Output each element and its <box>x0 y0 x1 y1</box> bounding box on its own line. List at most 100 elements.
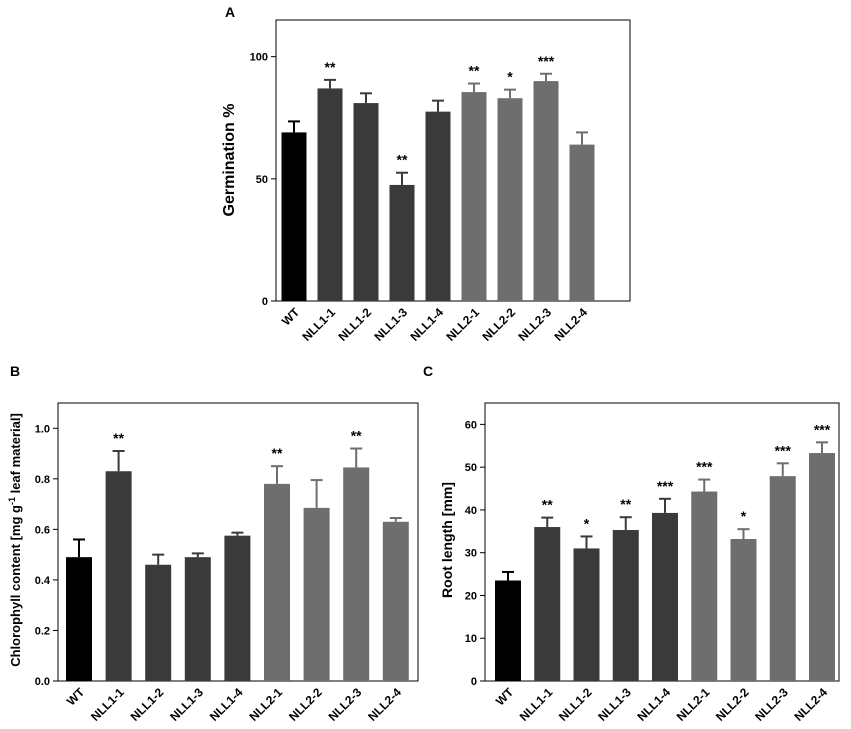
panel-a-bar-nll1-4 <box>425 111 451 301</box>
panel-c-ytick-label: 50 <box>465 462 477 474</box>
panel-a-ytick-label: 50 <box>256 174 268 186</box>
panel-b-significance-label: ** <box>113 430 124 446</box>
panel-a-plot-frame <box>275 19 631 302</box>
panel-c-category-label: NLL1-4 <box>634 685 673 724</box>
panel-a-bar-nll1-1 <box>317 88 343 301</box>
panel-b-ytick-label: 0.8 <box>35 474 50 486</box>
panel-c-bar-nll2-1 <box>691 491 718 681</box>
panel-b-category-label: NLL1-1 <box>88 685 127 724</box>
panel-a-significance-label: ** <box>325 59 336 75</box>
panel-b-bar-nll1-2 <box>145 564 172 681</box>
panel-b-category-label: NLL2-3 <box>326 685 365 724</box>
panel-a-ytick-label: 0 <box>262 296 268 308</box>
panel-c-significance-label: * <box>741 508 747 524</box>
panel-b-ytick-label: 0.2 <box>35 625 50 637</box>
panel-a-category-label: NLL1-1 <box>299 305 338 344</box>
panel-b-bar-nll2-1 <box>264 483 290 681</box>
panel-a-bar-nll2-3 <box>533 81 559 301</box>
panel-c-significance-label: *** <box>657 478 674 494</box>
panel-b-bar-nll1-1 <box>105 471 132 681</box>
panel-c-y-ticks: 0 10 20 30 40 50 60 <box>465 419 485 688</box>
panel-c-category-label: WT <box>493 685 517 709</box>
panel-a-significance-label: ** <box>397 152 408 168</box>
panel-b-bar-wt <box>66 557 92 681</box>
panel-c-category-label: NLL2-3 <box>752 685 791 724</box>
panel-c-bar-nll2-2 <box>730 539 757 681</box>
panel-c-significance-label: ** <box>542 497 553 513</box>
panel-c-ytick-label: 60 <box>465 419 477 431</box>
panel-c-ytick-label: 0 <box>471 676 477 688</box>
panel-a-category-label: NLL2-3 <box>515 305 554 344</box>
panel-a-category-label: WT <box>279 305 303 329</box>
panel-b-category-label: NLL1-4 <box>207 685 246 724</box>
panel-a-bars: ****** **** <box>281 53 595 301</box>
panel-b-bar-nll2-2 <box>303 507 330 681</box>
panel-c-bar-nll1-1 <box>534 527 561 681</box>
panel-c-category-label: NLL2-2 <box>713 685 752 724</box>
panel-a-significance-label: * <box>507 69 513 85</box>
panel-c-bar-nll2-4 <box>809 453 835 681</box>
panel-a-category-label: NLL2-4 <box>551 305 590 344</box>
panel-b-category-label: WT <box>64 685 88 709</box>
panel-c-category-label: NLL1-3 <box>595 685 634 724</box>
panel-c-significance-label: *** <box>814 421 831 437</box>
panel-c-bars: ****************** <box>495 421 835 681</box>
panel-c-ytick-label: 20 <box>465 590 477 602</box>
panel-b-bars: ** ** ** <box>66 427 409 681</box>
panel-b-bar-nll1-3 <box>184 557 211 681</box>
panel-c-category-labels: WT NLL1-1 NLL1-2 NLL1-3 NLL1-4 NLL2-1 NLL2-2 NL… <box>493 685 830 724</box>
panel-a-bar-wt <box>281 132 307 301</box>
panel-b-y-axis-label-sup: -1 <box>7 497 17 505</box>
panel-a-category-label: NLL1-2 <box>335 305 374 344</box>
panel-b-significance-label: ** <box>272 445 283 461</box>
panel-b-category-label: NLL2-2 <box>286 685 325 724</box>
panel-a-ytick-label: 100 <box>250 52 268 64</box>
panel-a-significance-label: *** <box>538 53 555 69</box>
panel-a-category-label: NLL1-4 <box>407 305 446 344</box>
panel-c-bar-nll1-3 <box>612 530 639 681</box>
panel-b-chlorophyll: B Chlorophyll content [mg g-1 leaf mater… <box>7 363 419 724</box>
panel-a-category-labels: WTNLL1-1NLL1-2NLL1-3NLL1-4NLL2-1NLL2-2NL… <box>279 305 590 344</box>
panel-b-ytick-label: 0.4 <box>35 575 51 587</box>
panel-c-bar-nll1-4 <box>652 512 678 681</box>
panel-c-ytick-label: 10 <box>465 633 477 645</box>
panel-c-significance-label: *** <box>775 442 792 458</box>
panel-a-bar-nll2-4 <box>569 144 595 301</box>
panel-c-significance-label: *** <box>696 459 713 475</box>
panel-c-bar-nll1-2 <box>573 548 600 681</box>
panel-b-letter: B <box>10 363 20 379</box>
panel-c-ytick-label: 40 <box>465 505 477 517</box>
panel-c-category-label: NLL1-1 <box>517 685 556 724</box>
panel-b-ytick-label: 0.6 <box>35 524 50 536</box>
panel-a-y-axis-label: Germination % <box>221 104 238 217</box>
panel-a-category-label: NLL2-1 <box>443 305 482 344</box>
panel-a-bar-nll1-2 <box>353 103 379 301</box>
panel-b-y-axis-label-end: leaf material] <box>8 413 23 497</box>
panel-a-category-label: NLL2-2 <box>479 305 518 344</box>
panel-b-ytick-label: 1.0 <box>35 423 50 435</box>
panel-c-letter: C <box>423 363 433 379</box>
panel-c-bar-wt <box>495 580 521 681</box>
panel-b-category-label: NLL1-2 <box>128 685 167 724</box>
panel-b-y-ticks: 0.0 0.2 0.4 0.6 0.8 1.0 <box>35 423 58 688</box>
panel-b-bar-nll2-4 <box>382 521 409 681</box>
panel-b-y-axis-label-main: Chlorophyll content [mg g <box>8 505 23 667</box>
panel-b-bar-nll2-3 <box>343 467 370 681</box>
panel-a-letter: A <box>225 4 235 20</box>
panel-b-y-axis-label: Chlorophyll content [mg g-1 leaf materia… <box>7 413 23 667</box>
panel-c-category-label: NLL2-4 <box>791 685 830 724</box>
panel-b-significance-label: ** <box>351 427 362 443</box>
panel-b-bar-nll1-4 <box>224 535 251 681</box>
panel-a-bar-nll2-2 <box>497 98 523 301</box>
panel-b-category-label: NLL2-1 <box>246 685 285 724</box>
panel-b-category-labels: WT NLL1-1 NLL1-2 NLL1-3 NLL1-4 NLL2-1 NLL2-2 NL… <box>64 685 404 724</box>
panel-b-ytick-label: 0.0 <box>35 676 50 688</box>
panel-a-bar-nll2-1 <box>461 92 487 301</box>
panel-c-significance-label: ** <box>620 496 631 512</box>
panel-a-bar-nll1-3 <box>389 184 415 301</box>
panel-c-category-label: NLL2-1 <box>674 685 713 724</box>
panel-c-significance-label: * <box>584 515 590 531</box>
